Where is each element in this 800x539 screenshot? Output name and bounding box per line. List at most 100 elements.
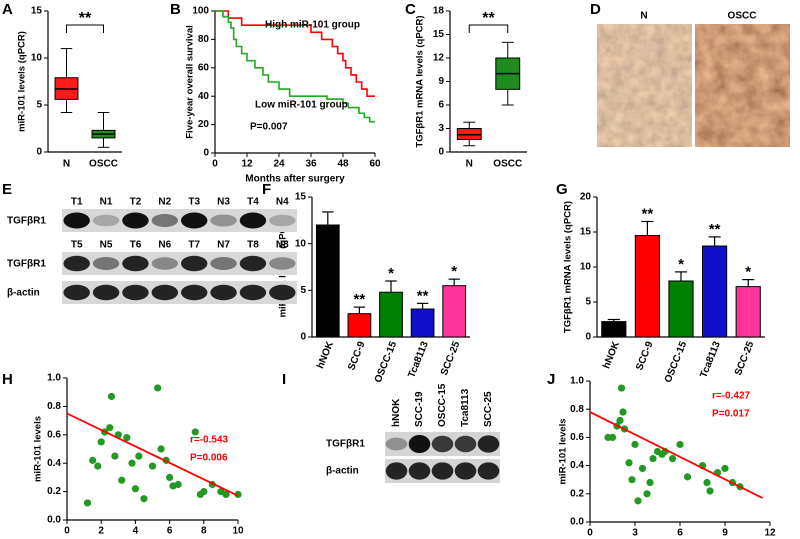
- point: [625, 459, 633, 467]
- x-tick-label: 2: [98, 526, 104, 537]
- lane-label: Tca8113: [460, 388, 471, 427]
- x-tick-label: 10: [232, 526, 244, 537]
- point: [154, 384, 162, 392]
- y-tick-label: 15: [433, 29, 445, 40]
- band: [151, 257, 179, 270]
- point: [140, 495, 148, 503]
- y-axis-label: TGFβR1 mRNA levels (qPCR): [415, 15, 426, 147]
- band: [210, 214, 237, 227]
- y-tick-label: 15: [31, 6, 43, 17]
- x-tick-label: 36: [305, 159, 317, 170]
- band: [122, 255, 149, 272]
- y-tick-label: 6: [438, 100, 444, 111]
- point: [608, 433, 617, 441]
- significance: **: [709, 221, 721, 238]
- point: [118, 476, 126, 484]
- lane-label: N6: [158, 240, 171, 251]
- y-tick-label: 0.2: [47, 486, 61, 497]
- bar: [735, 286, 761, 338]
- point: [683, 473, 692, 481]
- lane-label: T8: [247, 240, 259, 251]
- point: [200, 488, 208, 496]
- point: [703, 478, 711, 487]
- significance: *: [388, 265, 394, 282]
- band: [408, 462, 431, 480]
- band: [122, 212, 149, 229]
- band: [454, 462, 477, 480]
- blot-background: [62, 252, 297, 275]
- band: [151, 284, 179, 301]
- x-tick-label: SCC-9: [346, 340, 368, 372]
- point: [83, 499, 92, 507]
- row-label: β-actin: [326, 466, 359, 477]
- y-tick-label: 0.4: [47, 458, 61, 469]
- point: [646, 478, 654, 487]
- x-tick-label: 12: [764, 528, 776, 539]
- y-tick-label: 0.0: [570, 517, 584, 528]
- y-tick-label: 20: [198, 119, 210, 130]
- band: [269, 214, 296, 227]
- y-tick-label: 18: [433, 6, 445, 17]
- significance: *: [678, 256, 684, 273]
- lane-label: N2: [158, 197, 171, 208]
- band: [92, 214, 120, 227]
- x-tick-label: N: [466, 159, 473, 170]
- x-tick-label: SCC-25: [439, 340, 463, 378]
- y-tick-label: 0: [585, 332, 591, 343]
- bar: [315, 224, 340, 338]
- y-axis-label: miR-101 levels (qPCR): [17, 31, 28, 132]
- bar: [442, 285, 467, 338]
- y-tick-label: 1.0: [47, 373, 61, 384]
- image-label: N: [640, 11, 647, 22]
- lane-label: T6: [130, 240, 142, 251]
- y-tick-label: 0: [300, 332, 306, 343]
- bar: [601, 321, 627, 338]
- band: [92, 257, 120, 270]
- x-tick-label: hNOK: [601, 339, 622, 370]
- box: [456, 128, 482, 140]
- y-tick-label: 0: [36, 147, 42, 158]
- lane-label: T5: [71, 240, 83, 251]
- lane-label: N7: [217, 240, 230, 251]
- panel-letter: D: [590, 1, 601, 18]
- statistic: r=-0.427: [712, 391, 751, 402]
- trend-line: [66, 412, 239, 497]
- y-tick-label: 0.4: [570, 460, 584, 471]
- x-tick-label: SCC-25: [733, 340, 757, 378]
- x-tick-label: OSCC: [89, 159, 118, 170]
- x-tick-label: 4: [133, 526, 139, 537]
- x-tick-label: 0: [64, 526, 70, 537]
- lane-label: SCC-19: [414, 391, 425, 427]
- blot-background: [62, 209, 297, 232]
- band: [151, 214, 179, 227]
- bracket: [468, 24, 509, 33]
- lane-label: N3: [217, 197, 230, 208]
- lane-label: T4: [247, 197, 259, 208]
- point: [616, 416, 624, 425]
- point: [191, 428, 199, 436]
- survival-line: [215, 10, 375, 123]
- series-label: High miR-101 group: [265, 20, 360, 31]
- image-label: OSCC: [728, 11, 757, 22]
- lane-label: T2: [130, 197, 142, 208]
- y-tick-label: 5: [300, 285, 306, 296]
- panel-letter: E: [2, 181, 12, 198]
- y-tick-label: 40: [198, 91, 210, 102]
- x-tick-label: 12: [241, 159, 253, 170]
- lane-label: N5: [100, 240, 113, 251]
- x-tick-label: OSCC-15: [663, 340, 690, 385]
- point: [131, 485, 139, 493]
- y-tick-label: 15: [580, 227, 592, 238]
- bar: [634, 235, 660, 338]
- bracket: [66, 24, 104, 33]
- band: [385, 437, 408, 451]
- panel-letter: J: [547, 371, 555, 388]
- y-tick-label: 3: [438, 123, 444, 134]
- band: [408, 435, 431, 453]
- band: [269, 257, 296, 270]
- panel-letter: I: [282, 371, 286, 388]
- point: [631, 440, 639, 449]
- point: [619, 408, 627, 416]
- lane-label: hNOK: [391, 398, 402, 427]
